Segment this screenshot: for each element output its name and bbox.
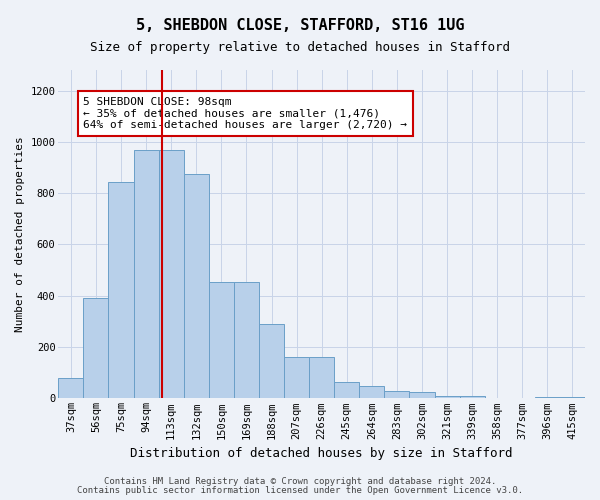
- Text: 5 SHEBDON CLOSE: 98sqm
← 35% of detached houses are smaller (1,476)
64% of semi-: 5 SHEBDON CLOSE: 98sqm ← 35% of detached…: [83, 97, 407, 130]
- Text: Contains public sector information licensed under the Open Government Licence v3: Contains public sector information licen…: [77, 486, 523, 495]
- Text: Size of property relative to detached houses in Stafford: Size of property relative to detached ho…: [90, 41, 510, 54]
- Bar: [58, 378, 83, 398]
- Bar: [209, 282, 234, 399]
- Bar: [359, 386, 385, 398]
- X-axis label: Distribution of detached houses by size in Stafford: Distribution of detached houses by size …: [130, 447, 513, 460]
- Bar: [284, 358, 309, 399]
- Bar: [334, 382, 359, 398]
- Text: Contains HM Land Registry data © Crown copyright and database right 2024.: Contains HM Land Registry data © Crown c…: [104, 477, 496, 486]
- Bar: [83, 298, 109, 398]
- Bar: [385, 390, 409, 398]
- Y-axis label: Number of detached properties: Number of detached properties: [15, 136, 25, 332]
- Bar: [184, 174, 209, 398]
- Bar: [309, 358, 334, 399]
- Bar: [460, 396, 485, 398]
- Bar: [158, 150, 184, 398]
- Bar: [259, 324, 284, 398]
- Bar: [560, 397, 585, 398]
- Bar: [535, 397, 560, 398]
- Bar: [109, 182, 134, 398]
- Bar: [409, 392, 434, 398]
- Bar: [234, 282, 259, 399]
- Text: 5, SHEBDON CLOSE, STAFFORD, ST16 1UG: 5, SHEBDON CLOSE, STAFFORD, ST16 1UG: [136, 18, 464, 32]
- Bar: [134, 150, 158, 398]
- Bar: [434, 396, 460, 398]
